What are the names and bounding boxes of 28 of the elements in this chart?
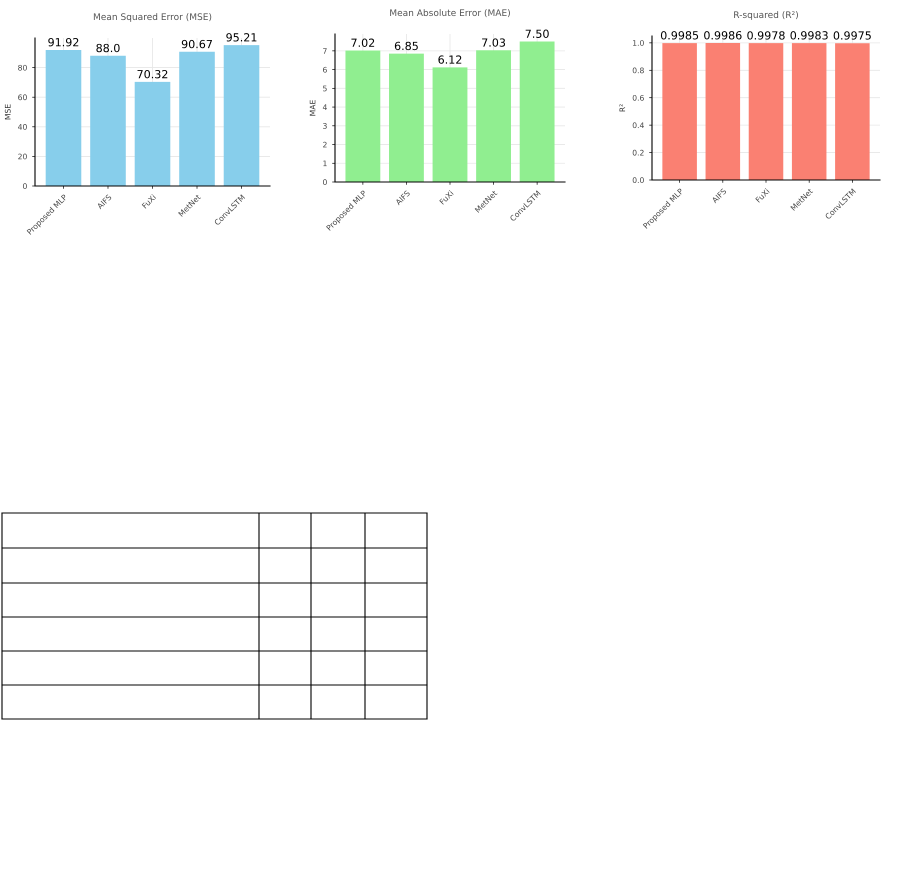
chart-title: Mean Squared Error (MSE) [94, 13, 212, 22]
data-label: 6.12 [438, 55, 462, 64]
data-label: 90.67 [182, 40, 212, 48]
bar [224, 45, 260, 186]
data-label: 0.9986 [704, 31, 742, 40]
bar [520, 41, 555, 182]
bar [179, 52, 215, 186]
data-label: 0.9985 [660, 31, 698, 40]
bar [46, 50, 82, 186]
data-label: 70.32 [138, 70, 168, 78]
data-label: 0.9978 [747, 31, 785, 40]
data-label: 7.50 [526, 30, 549, 38]
bar [90, 56, 126, 186]
data-label: 91.92 [48, 38, 78, 46]
data-label: 0.9983 [790, 31, 828, 40]
chart-title: Mean Absolute Error (MAE) [390, 9, 510, 18]
bar [134, 82, 170, 186]
data-label: 6.85 [394, 42, 418, 50]
data-label: 7.03 [482, 38, 506, 47]
bar [389, 54, 424, 182]
data-label: 7.02 [351, 38, 374, 47]
data-label: 88.0 [96, 44, 120, 52]
bar [345, 50, 380, 182]
bar [476, 50, 511, 182]
data-label: 0.9975 [834, 31, 871, 40]
chart-title: R-squared (R²) [734, 11, 798, 20]
bar [432, 67, 468, 182]
data-label: 95.21 [226, 33, 256, 42]
